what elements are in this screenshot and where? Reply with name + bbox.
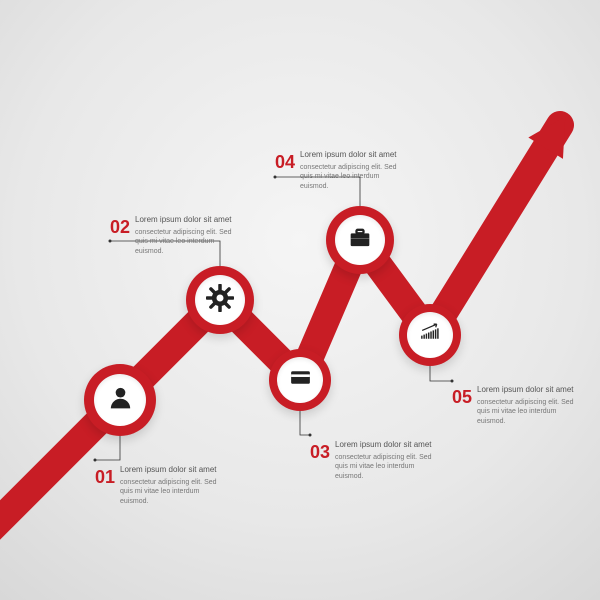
- infographic-svg: [0, 0, 600, 600]
- node-1: [84, 364, 156, 436]
- node-5-inner: [407, 312, 453, 358]
- callout-number: 02: [110, 215, 130, 239]
- node-5: [399, 304, 461, 366]
- node-4-inner: [335, 215, 385, 265]
- callout-body: Lorem ipsum dolor sit amet consectetur ad…: [120, 465, 225, 506]
- person-icon: [106, 383, 135, 417]
- infographic-canvas: 01 Lorem ipsum dolor sit amet consectetur …: [0, 0, 600, 600]
- callout-title: Lorem ipsum dolor sit amet: [120, 465, 225, 476]
- callout-04: 04 Lorem ipsum dolor sit amet consectetur …: [275, 150, 415, 191]
- callout-title: Lorem ipsum dolor sit amet: [300, 150, 405, 161]
- callout-number: 01: [95, 465, 115, 489]
- callout-text: consectetur adipiscing elit. Sed quis mi…: [120, 478, 225, 506]
- node-1-inner: [94, 374, 146, 426]
- gear-icon: [206, 284, 234, 317]
- node-2: [186, 266, 254, 334]
- callout-text: consectetur adipiscing elit. Sed quis mi…: [335, 453, 440, 481]
- callout-text: consectetur adipiscing elit. Sed quis mi…: [477, 398, 582, 426]
- callout-text: consectetur adipiscing elit. Sed quis mi…: [135, 228, 240, 256]
- callout-02: 02 Lorem ipsum dolor sit amet consectetur …: [110, 215, 250, 256]
- briefcase-icon: [346, 224, 374, 257]
- callout-text: consectetur adipiscing elit. Sed quis mi…: [300, 163, 405, 191]
- callout-title: Lorem ipsum dolor sit amet: [135, 215, 240, 226]
- callout-number: 05: [452, 385, 472, 409]
- callout-05: 05 Lorem ipsum dolor sit amet consectetur …: [452, 385, 592, 426]
- node-2-inner: [195, 275, 245, 325]
- callout-01: 01 Lorem ipsum dolor sit amet consectetur …: [95, 465, 235, 506]
- node-3-inner: [277, 357, 323, 403]
- callout-title: Lorem ipsum dolor sit amet: [477, 385, 582, 396]
- card-icon: [288, 365, 313, 395]
- callout-body: Lorem ipsum dolor sit amet consectetur ad…: [477, 385, 582, 426]
- callout-number: 04: [275, 150, 295, 174]
- growth-icon: [418, 320, 443, 350]
- node-4: [326, 206, 394, 274]
- callout-body: Lorem ipsum dolor sit amet consectetur ad…: [335, 440, 440, 481]
- callout-body: Lorem ipsum dolor sit amet consectetur ad…: [135, 215, 240, 256]
- node-3: [269, 349, 331, 411]
- callout-title: Lorem ipsum dolor sit amet: [335, 440, 440, 451]
- callout-03: 03 Lorem ipsum dolor sit amet consectetur …: [310, 440, 450, 481]
- callout-body: Lorem ipsum dolor sit amet consectetur ad…: [300, 150, 405, 191]
- callout-number: 03: [310, 440, 330, 464]
